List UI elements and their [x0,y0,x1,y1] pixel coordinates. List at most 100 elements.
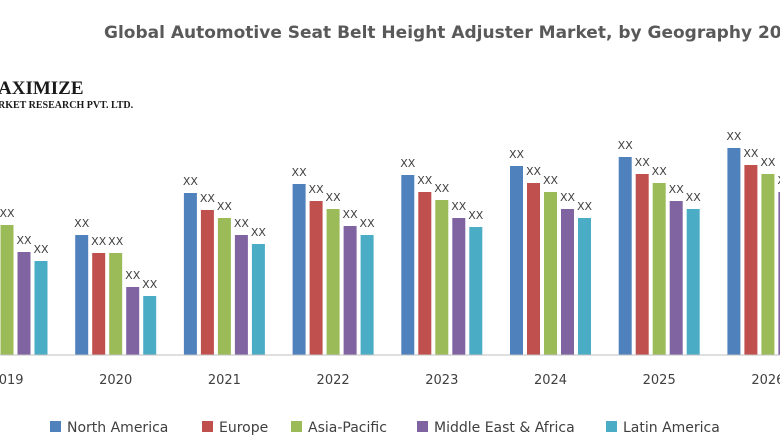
data-label-north-america-2021: XX [183,175,199,188]
x-tick-2026: 2026 [751,373,780,388]
legend-item-middle-east-africa: Middle East & Africa [417,420,575,436]
x-tick-2025: 2025 [643,373,676,388]
bar-latin-america-2024 [578,218,591,355]
bar-north-america-2026 [727,148,741,355]
legend-label-europe: Europe [219,420,268,436]
bar-asia-pacific-2020 [109,253,123,355]
bar-asia-pacific-2023 [435,200,449,355]
bar-asia-pacific-2026 [761,174,775,355]
bar-asia-pacific-2025 [652,183,666,355]
legend: North America Europe Asia-Pacific Middle Ea… [50,420,720,436]
bar-latin-america-2025 [686,209,700,355]
data-label-europe-2026: XX [743,147,759,160]
bar-middle-east-africa-2025 [669,201,683,355]
bar-latin-america-2020 [143,296,157,355]
bar-north-america-2021 [183,193,197,355]
data-label-asia-pacific-2021: XX [217,200,233,213]
bar-middle-east-africa-2021 [234,235,248,355]
bar-europe-2022 [309,201,323,355]
data-label-asia-pacific-2026: XX [760,156,776,169]
data-label-north-america-2020: XX [74,217,90,230]
bar-asia-pacific-2022 [326,209,340,355]
logo-line-2: RKET RESEARCH PVT. LTD. [0,100,134,111]
legend-label-latin-america: Latin America [623,420,720,436]
bar-latin-america-2021 [251,244,265,355]
legend-label-asia-pacific: Asia-Pacific [308,420,387,436]
bar-latin-america-2019 [34,261,48,355]
data-label-north-america-2022: XX [292,166,308,179]
data-label-latin-america-2022: XX [360,217,376,230]
logo-line-1: AXIMIZE [0,78,84,99]
data-label-north-america-2025: XX [618,139,634,152]
bar-europe-2025 [635,174,649,355]
data-label-north-america-2026: XX [726,130,742,143]
bar-north-america-2025 [618,157,632,355]
data-label-middle-east-africa-2026: XX [777,174,780,187]
bar-north-america-2023 [401,175,415,355]
data-label-middle-east-africa-2022: XX [343,208,359,221]
data-label-latin-america-2025: XX [686,191,702,204]
bar-north-america-2022 [292,184,306,355]
bar-asia-pacific-2019 [0,225,14,355]
chart-title: Global Automotive Seat Belt Height Adjus… [104,23,780,43]
legend-swatch-north-america [50,421,61,432]
bar-asia-pacific-2021 [217,218,231,355]
data-label-north-america-2023: XX [400,157,416,170]
bar-middle-east-africa-2023 [452,218,466,355]
x-tick-2021: 2021 [208,373,241,388]
legend-swatch-asia-pacific [291,421,302,432]
x-axis-ticks: 2019 2020 2021 2022 2023 2024 2025 2026 [0,373,780,388]
data-label-europe-2023: XX [417,174,433,187]
legend-item-europe: Europe [202,420,268,436]
data-label-europe-2021: XX [200,192,216,205]
data-label-asia-pacific-2024: XX [543,174,559,187]
x-tick-2023: 2023 [425,373,458,388]
legend-swatch-latin-america [606,421,617,432]
data-label-middle-east-africa-2025: XX [669,183,685,196]
data-label-latin-america-2023: XX [468,209,484,222]
data-label-asia-pacific-2025: XX [652,165,668,178]
data-label-europe-2020: XX [91,235,107,248]
legend-item-latin-america: Latin America [606,420,720,436]
data-label-latin-america-2020: XX [142,278,158,291]
data-label-latin-america-2024: XX [577,200,593,213]
bar-latin-america-2022 [360,235,374,355]
data-label-asia-pacific-2023: XX [434,182,450,195]
bar-middle-east-africa-2020 [126,287,140,355]
x-tick-2022: 2022 [317,373,350,388]
data-label-europe-2022: XX [309,183,325,196]
data-label-middle-east-africa-2023: XX [451,200,467,213]
x-tick-2024: 2024 [534,373,567,388]
bar-middle-east-africa-2024 [561,209,574,355]
bar-north-america-2020 [75,235,89,355]
data-label-middle-east-africa-2019: XX [16,234,32,247]
bar-europe-2023 [418,192,432,355]
bar-europe-2020 [92,253,106,355]
bar-north-america-2024 [510,166,523,355]
data-label-asia-pacific-2020: XX [108,235,124,248]
legend-swatch-middle-east-africa [417,421,428,432]
bar-europe-2021 [200,210,214,355]
data-label-asia-pacific-2022: XX [326,191,342,204]
data-label-middle-east-africa-2021: XX [234,217,250,230]
bar-middle-east-africa-2022 [343,226,357,355]
data-label-middle-east-africa-2020: XX [125,269,141,282]
bar-asia-pacific-2024 [544,192,557,355]
bar-middle-east-africa-2019 [17,252,31,355]
x-tick-2020: 2020 [99,373,132,388]
bar-middle-east-africa-2026 [778,192,780,355]
bar-europe-2024 [527,183,540,355]
data-label-north-america-2024: XX [509,148,525,161]
company-logo: AXIMIZE RKET RESEARCH PVT. LTD. [0,78,134,111]
bar-latin-america-2023 [469,227,483,355]
data-label-latin-america-2021: XX [251,226,267,239]
data-label-asia-pacific-2019: XX [0,207,15,220]
legend-swatch-europe [202,421,213,432]
data-label-latin-america-2019: XX [33,243,49,256]
data-label-europe-2024: XX [526,165,542,178]
x-tick-2019: 2019 [0,373,24,388]
legend-item-asia-pacific: Asia-Pacific [291,420,387,436]
legend-label-north-america: North America [67,420,168,436]
